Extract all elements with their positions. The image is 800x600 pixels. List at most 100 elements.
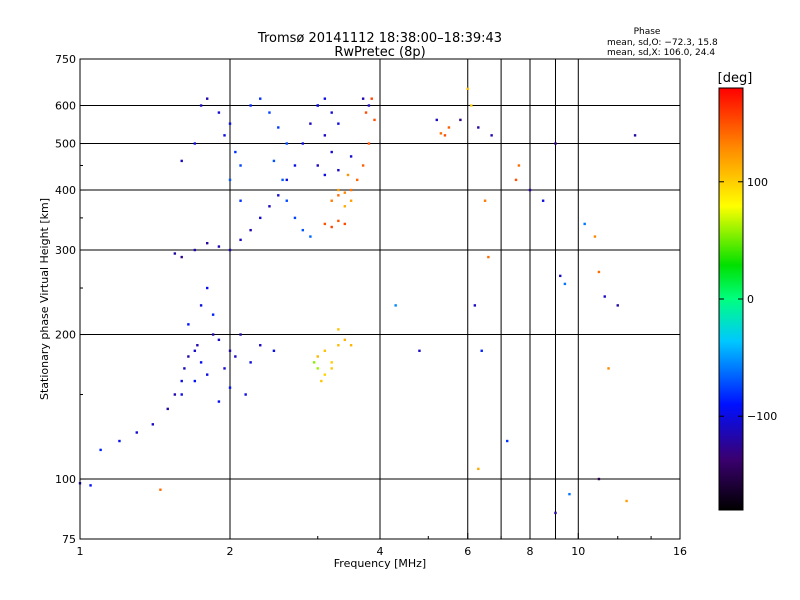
data-point	[394, 304, 397, 307]
data-point	[435, 118, 438, 122]
data-point	[249, 361, 252, 364]
data-point	[563, 282, 567, 286]
data-point	[228, 349, 232, 352]
data-point	[234, 355, 237, 358]
data-point	[309, 122, 312, 125]
grid-lines	[80, 59, 680, 539]
data-point	[337, 344, 340, 347]
data-point	[234, 150, 237, 154]
data-point	[330, 367, 333, 370]
y-tick-label: 200	[55, 329, 76, 342]
data-point	[505, 439, 509, 443]
data-point	[349, 199, 353, 202]
data-point	[223, 367, 226, 370]
data-point	[320, 379, 323, 383]
y-tick-label: 75	[62, 533, 76, 546]
data-point	[373, 118, 376, 122]
data-point	[443, 134, 447, 137]
data-point	[607, 367, 610, 370]
data-point	[459, 118, 462, 122]
data-point	[603, 295, 606, 298]
data-point	[323, 97, 327, 100]
data-point	[483, 199, 487, 202]
data-point	[180, 255, 183, 259]
data-point	[193, 349, 197, 352]
data-point	[228, 386, 232, 389]
data-point	[343, 191, 347, 194]
x-tick-label: 6	[464, 545, 471, 558]
data-point	[330, 361, 333, 364]
y-axis-label: Stationary phase Virtual Height [km]	[38, 198, 51, 400]
data-point	[293, 216, 297, 220]
data-point	[309, 235, 312, 238]
data-point	[217, 111, 221, 114]
data-point	[343, 205, 347, 208]
data-point	[285, 178, 288, 182]
data-point	[249, 104, 252, 107]
data-point	[151, 423, 155, 426]
data-point	[205, 97, 209, 100]
data-point	[196, 344, 199, 347]
data-point	[633, 134, 637, 137]
data-point	[583, 222, 586, 226]
data-point	[487, 255, 490, 259]
data-point	[316, 164, 319, 167]
phase-line-o: mean, sd,O: −72.3, 15.8	[607, 38, 718, 48]
data-point	[541, 199, 545, 202]
data-point	[490, 134, 493, 137]
data-point	[301, 142, 305, 145]
data-point	[361, 164, 365, 167]
data-point	[568, 492, 571, 496]
y-tick-label: 600	[55, 100, 76, 113]
data-point	[281, 178, 284, 182]
data-point	[205, 286, 209, 290]
data-point	[118, 439, 121, 443]
phase-heading: Phase	[634, 27, 661, 37]
data-point	[99, 448, 102, 452]
data-point	[217, 245, 221, 248]
data-point	[559, 274, 562, 278]
data-points	[78, 87, 637, 515]
data-point	[228, 178, 232, 182]
data-point	[183, 367, 186, 370]
data-point	[514, 178, 518, 182]
y-tick-label: 400	[55, 184, 76, 197]
data-point	[597, 477, 601, 481]
data-point	[187, 355, 190, 358]
data-point	[480, 349, 483, 352]
data-point	[180, 379, 183, 383]
data-point	[217, 338, 221, 342]
data-point	[597, 270, 601, 274]
data-point	[199, 361, 203, 364]
data-point	[272, 349, 276, 352]
data-point	[316, 104, 319, 107]
x-tick-label: 4	[377, 545, 384, 558]
data-point	[346, 173, 350, 177]
data-point	[316, 355, 319, 358]
data-point	[470, 104, 473, 107]
data-point	[343, 338, 347, 342]
data-point	[272, 159, 276, 163]
data-point	[89, 484, 92, 487]
data-point	[323, 373, 327, 376]
data-point	[211, 313, 215, 316]
data-point	[337, 168, 340, 172]
data-point	[239, 333, 242, 336]
data-point	[473, 304, 477, 307]
data-point	[239, 164, 242, 167]
data-point	[355, 178, 359, 182]
data-point	[193, 142, 197, 145]
colorbar-tick-label: 100	[747, 176, 768, 189]
data-point	[277, 126, 280, 129]
data-point	[211, 333, 215, 336]
colorbar-label: [deg]	[718, 71, 753, 86]
phase-line-x: mean, sd,X: 106.0, 24.4	[607, 48, 715, 58]
y-tick-label: 100	[55, 473, 76, 486]
data-point	[323, 134, 327, 137]
data-point	[199, 304, 203, 307]
y-axis-ticks: 75 100 200 300 400 500 600 750	[55, 53, 86, 546]
data-point	[337, 194, 340, 197]
data-point	[285, 199, 288, 202]
data-point	[370, 97, 373, 100]
